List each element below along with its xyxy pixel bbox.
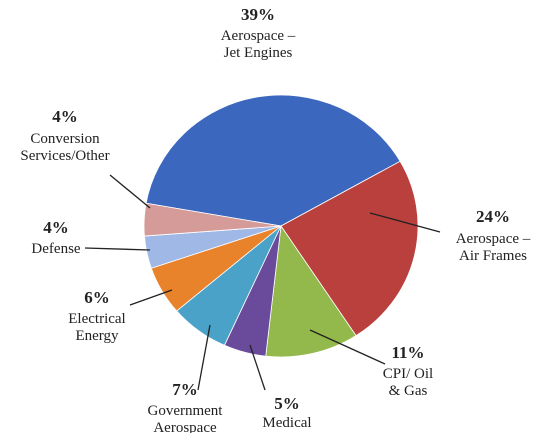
category-label: Medical <box>262 415 311 431</box>
category-label: CPI/ Oil & Gas <box>383 366 433 399</box>
leader-line <box>109 174 151 209</box>
leader-line <box>197 324 211 391</box>
value-label: 4% <box>52 107 78 126</box>
leader-lines <box>84 174 441 391</box>
leader-line <box>369 212 441 233</box>
leader-line <box>129 289 173 306</box>
value-label: 4% <box>43 218 69 237</box>
pie <box>143 94 419 358</box>
pie-slice <box>280 160 419 337</box>
value-label: 6% <box>84 288 110 307</box>
leader-line <box>309 329 386 365</box>
pie-slice <box>265 224 357 358</box>
value-label: 24% <box>476 207 510 226</box>
labels: 39% Aerospace – Jet Engines 24% Aerospace – A… <box>20 5 530 433</box>
value-label: 11% <box>391 343 424 362</box>
pie-slice <box>143 202 282 237</box>
value-label: 7% <box>172 380 198 399</box>
pie-slice <box>145 94 401 227</box>
value-label: 39% <box>241 5 275 24</box>
category-label: Government Aerospace <box>148 403 224 433</box>
leader-line <box>84 247 151 251</box>
category-label: Electrical Energy <box>68 311 125 344</box>
leader-line <box>249 344 266 391</box>
value-label: 5% <box>274 394 300 413</box>
category-label: Aerospace – Air Frames <box>456 231 531 264</box>
category-label: Defense <box>31 241 80 257</box>
category-label: Conversion Services/Other <box>20 131 109 164</box>
category-label: Aerospace – Jet Engines <box>221 28 296 61</box>
